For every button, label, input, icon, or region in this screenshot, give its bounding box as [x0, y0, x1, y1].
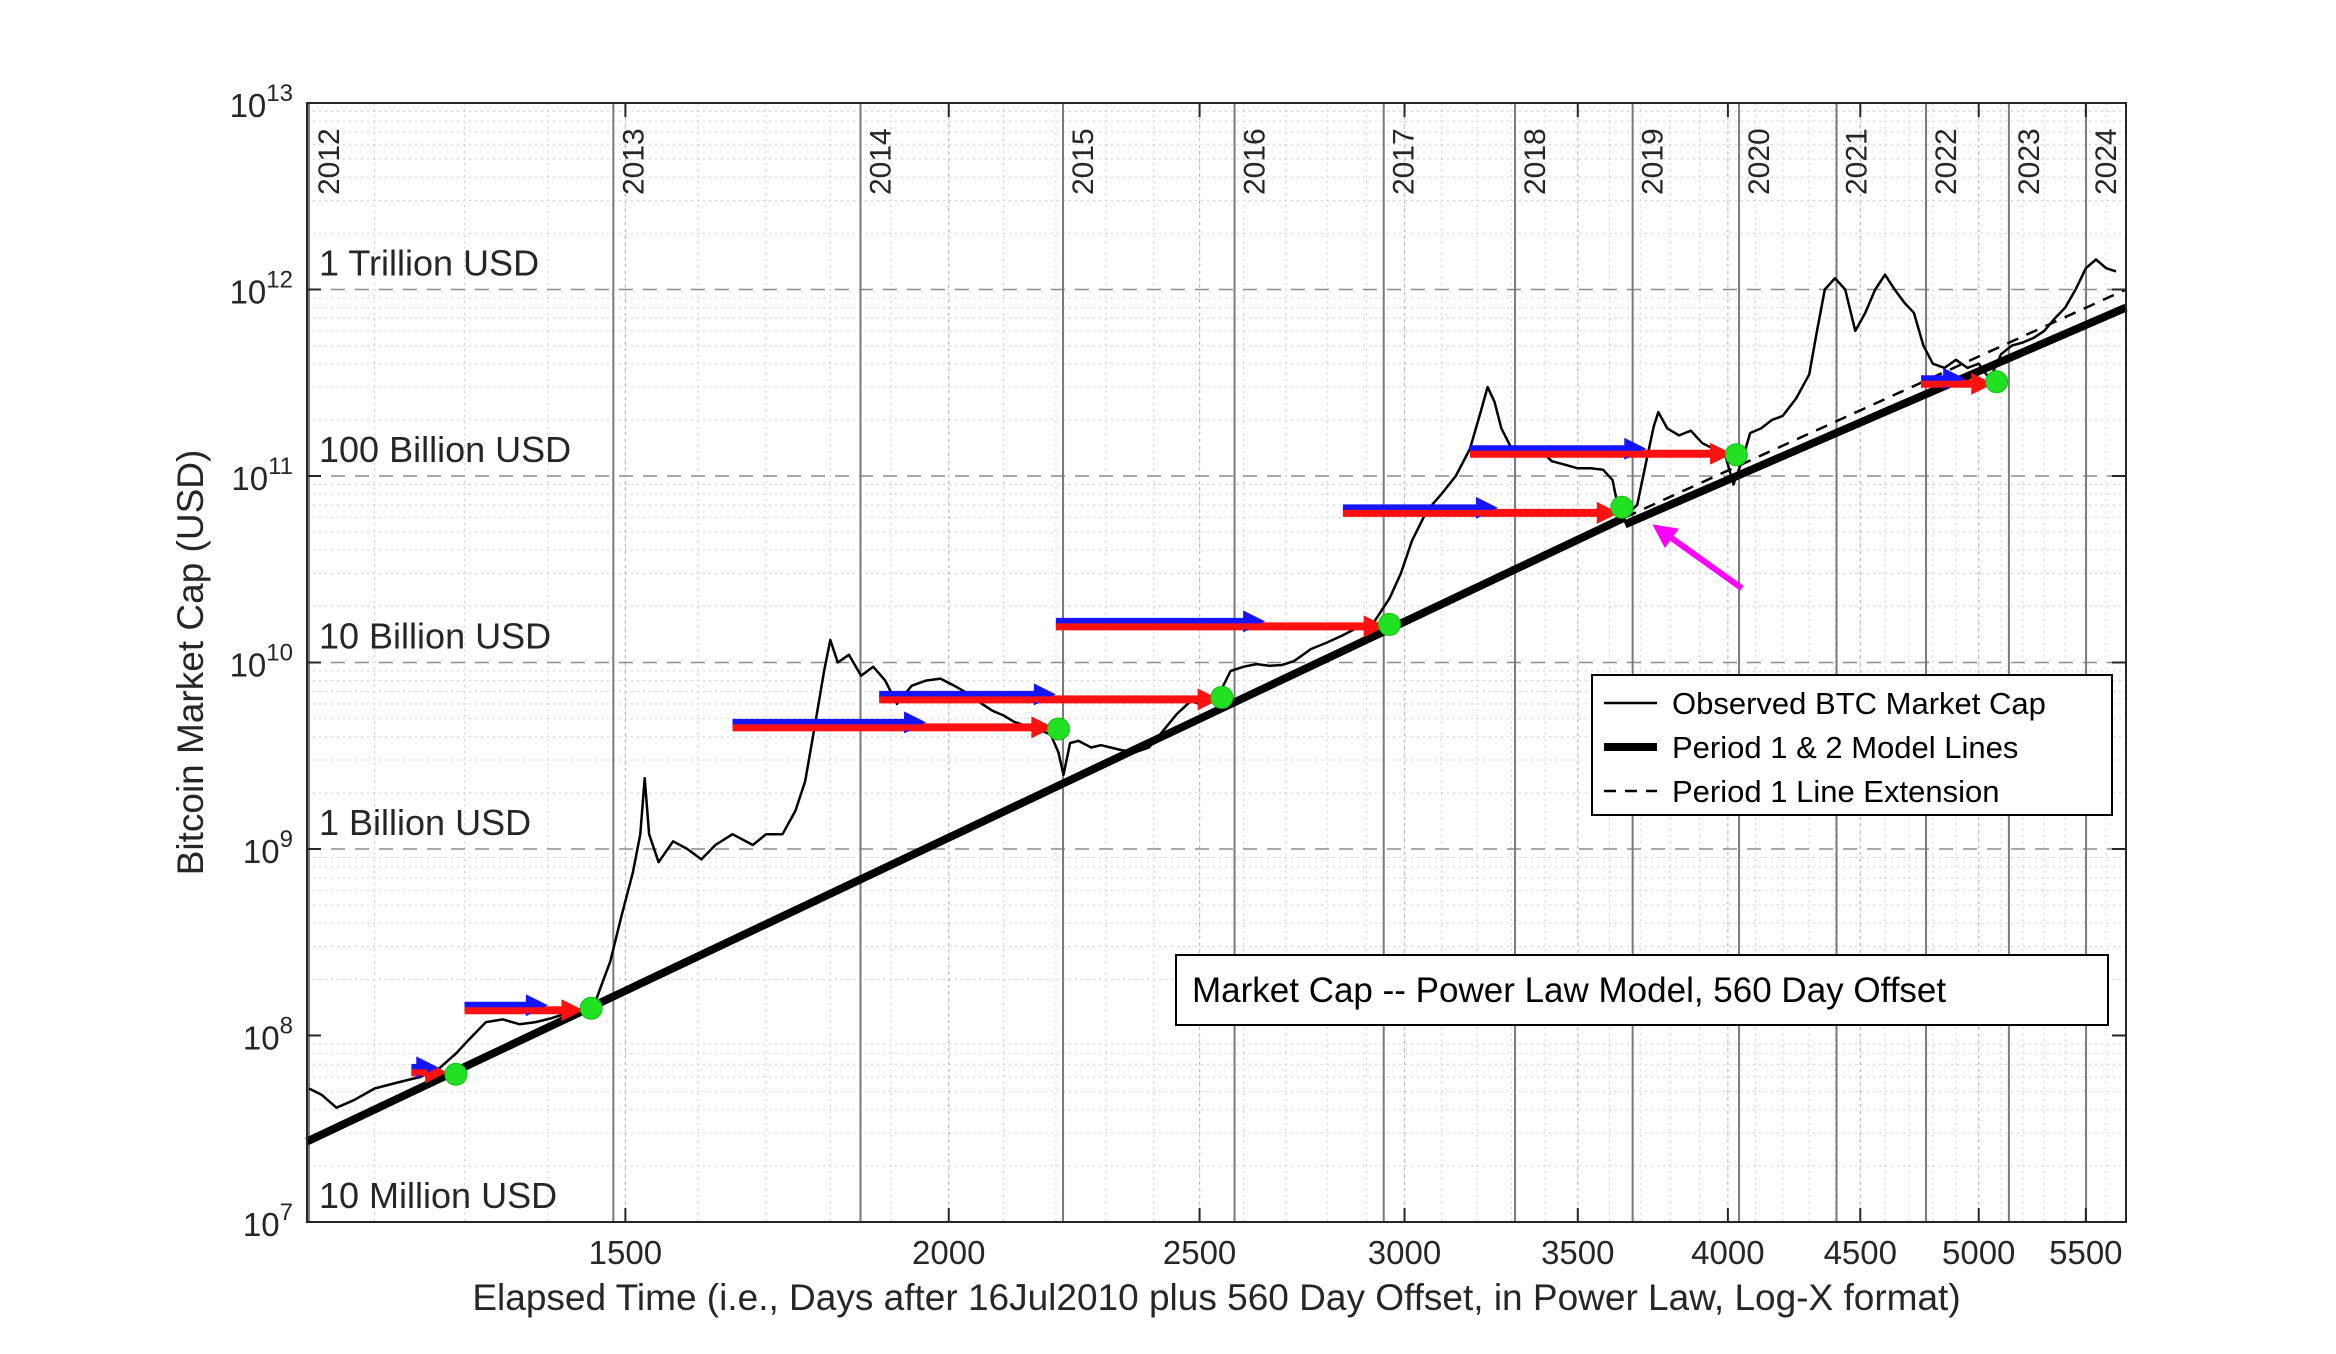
x-tick-label: 3500 — [1541, 1234, 1614, 1271]
annotation-box — [1175, 954, 2109, 1026]
green-point — [1210, 685, 1234, 709]
series-thick-solid — [305, 303, 2128, 1146]
x-tick-label: 2500 — [1163, 1234, 1236, 1271]
red-arrow-head — [561, 999, 584, 1022]
reference-label: 10 Billion USD — [319, 616, 551, 657]
green-point — [1724, 443, 1748, 467]
magenta-arrow-shaft — [1670, 535, 1744, 591]
red-arrow-head — [1197, 688, 1220, 711]
y-tick-label: 109 — [243, 826, 293, 870]
green-point — [1046, 717, 1070, 741]
reference-label: 1 Trillion USD — [319, 243, 539, 284]
red-arrow-head — [1971, 372, 1994, 395]
x-tick-label: 5000 — [1942, 1234, 2015, 1271]
series-dashed — [1624, 288, 2127, 519]
y-tick-label: 1012 — [230, 267, 293, 311]
year-label: 2024 — [2090, 128, 2123, 195]
red-arrow-head — [1710, 442, 1733, 465]
year-label: 2022 — [1930, 128, 1963, 195]
reference-label: 1 Billion USD — [319, 802, 531, 843]
x-tick-label: 2000 — [912, 1234, 985, 1271]
arrow-layer — [411, 367, 1994, 1084]
red-arrow-head — [1596, 501, 1619, 524]
green-point — [1985, 370, 2009, 394]
green-point — [579, 996, 603, 1020]
y-tick-label: 1011 — [231, 453, 293, 497]
reference-label: 100 Billion USD — [319, 429, 571, 470]
y-tick-label: 107 — [243, 1199, 293, 1243]
green-point — [1377, 612, 1401, 636]
red-arrow-head — [1363, 615, 1386, 638]
x-tick-label: 1500 — [589, 1234, 662, 1271]
reference-lines: 10 Million USD 1 Billion USD 10 Billion US… — [307, 243, 2126, 1216]
magenta-arrow-head — [1652, 524, 1679, 549]
x-tick-label: 3000 — [1368, 1234, 1441, 1271]
legend-label-extension: Period 1 Line Extension — [1672, 774, 1999, 809]
model-annotation: Market Cap -- Power Law Model, 560 Day O… — [1175, 954, 2109, 1026]
red-arrow-head — [1031, 716, 1054, 739]
year-label: 2021 — [1841, 128, 1874, 195]
annotation-text: Market Cap -- Power Law Model, 560 Day O… — [1192, 971, 1946, 1010]
series-layer — [305, 258, 2128, 1146]
y-tick-label: 108 — [243, 1013, 293, 1057]
reference-label: 10 Million USD — [319, 1175, 557, 1216]
y-tick-label: 1013 — [230, 80, 293, 124]
year-label: 2012 — [313, 128, 346, 195]
green-point — [1610, 495, 1634, 519]
x-axis-label: Elapsed Time (i.e., Days after 16Jul2010… — [472, 1277, 1960, 1318]
year-label: 2019 — [1637, 128, 1670, 195]
legend-box — [1591, 674, 2113, 816]
year-label: 2018 — [1519, 128, 1552, 195]
year-label: 2015 — [1067, 128, 1100, 195]
year-label: 2020 — [1743, 128, 1776, 195]
green-point — [444, 1062, 468, 1086]
year-label: 2017 — [1388, 128, 1421, 195]
x-tick-label: 5500 — [2049, 1234, 2122, 1271]
legend-label-observed: Observed BTC Market Cap — [1672, 686, 2046, 721]
axis-ticks: 1500 2000 2500 3000 3500 4000 4500 5000 5500 107 1… — [230, 80, 2126, 1271]
series-thin-solid — [308, 258, 2117, 1109]
x-tick-label: 4000 — [1691, 1234, 1764, 1271]
year-label: 2016 — [1239, 128, 1272, 195]
year-label: 2014 — [865, 128, 898, 195]
legend: Observed BTC Market Cap Period 1 & 2 Mod… — [1591, 674, 2113, 816]
year-label: 2023 — [2013, 128, 2046, 195]
y-tick-label: 1010 — [230, 640, 293, 684]
green-points — [444, 370, 2009, 1086]
y-axis-label: Bitcoin Market Cap (USD) — [170, 450, 211, 876]
legend-label-model: Period 1 & 2 Model Lines — [1672, 730, 2018, 765]
year-label: 2013 — [617, 128, 650, 195]
x-tick-label: 4500 — [1824, 1234, 1897, 1271]
